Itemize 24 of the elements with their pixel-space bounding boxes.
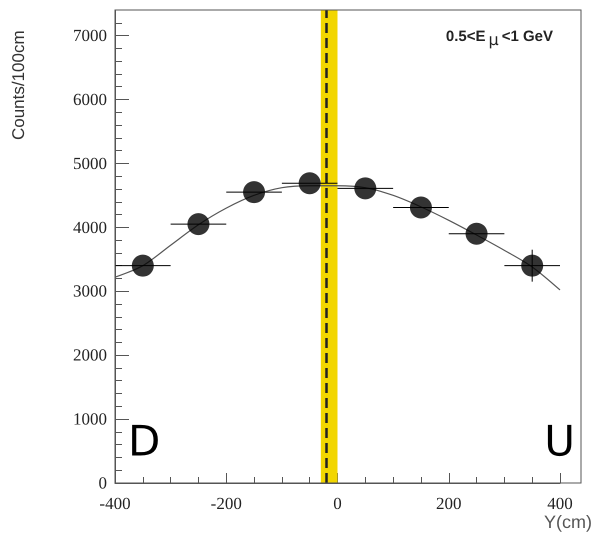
x-tick-label: -200 [210,494,242,513]
y-tick-label: 1000 [73,410,107,429]
x-tick-label: 0 [333,494,342,513]
y-tick-label: 6000 [73,90,107,109]
x-tick-label: 200 [436,494,462,513]
y-axis-title: Counts/100cm [9,30,28,140]
point [243,181,266,204]
point [354,177,376,200]
x-tick-label: 400 [547,494,573,513]
point [466,222,488,245]
y-tick-label: 2000 [73,346,107,365]
point [298,172,321,194]
x-axis-title: Y(cm) [544,512,592,532]
point [132,254,154,277]
y-tick-label: 4000 [73,218,107,237]
annotation: U [544,416,576,466]
point [410,196,432,219]
y-tick-label: 0 [98,474,107,492]
y-tick-label: 3000 [73,282,107,301]
x-tick-label: -400 [99,494,131,513]
y-tick-label: 7000 [73,26,107,46]
y-tick-label: 5000 [73,154,107,173]
annotation: D [128,416,160,466]
point [187,213,210,236]
